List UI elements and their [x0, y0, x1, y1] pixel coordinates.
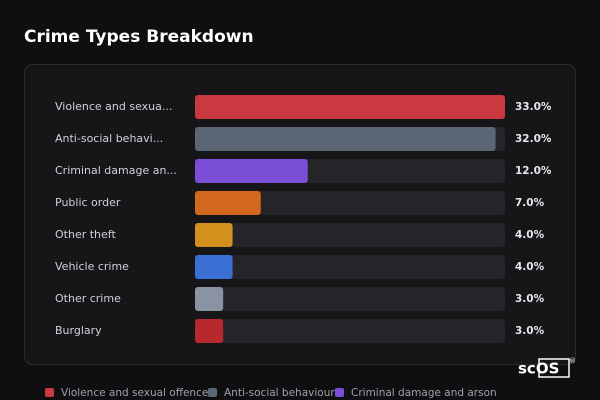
category-label: Vehicle crime	[55, 260, 129, 273]
bar	[195, 127, 496, 151]
bar-track	[195, 287, 505, 311]
category-label: Other theft	[55, 228, 116, 241]
category-label: Anti-social behavi...	[55, 132, 163, 145]
legend-label: Criminal damage and arson	[351, 387, 497, 399]
chart-title: Crime Types Breakdown	[24, 27, 254, 47]
value-label: 3.0%	[515, 293, 545, 305]
legend-label: Anti-social behaviour	[224, 387, 335, 399]
legend-swatch	[335, 388, 344, 397]
category-label: Violence and sexua...	[55, 100, 172, 113]
category-label: Criminal damage an...	[55, 164, 177, 177]
category-label: Public order	[55, 196, 121, 209]
value-label: 7.0%	[515, 197, 545, 209]
bar-track	[195, 255, 505, 279]
value-label: 12.0%	[515, 165, 552, 177]
legend-swatch	[208, 388, 217, 397]
bar	[195, 95, 505, 119]
value-label: 33.0%	[515, 101, 552, 113]
bar	[195, 319, 224, 343]
category-label: Burglary	[55, 324, 102, 337]
logo-box	[538, 358, 570, 378]
bar	[195, 191, 261, 215]
legend-label: Violence and sexual offences	[61, 387, 214, 399]
bar-track	[195, 223, 505, 247]
logo: scOS	[518, 360, 559, 378]
bar	[195, 255, 233, 279]
bar-track	[195, 191, 505, 215]
value-label: 4.0%	[515, 229, 545, 241]
category-label: Other crime	[55, 292, 121, 305]
value-label: 4.0%	[515, 261, 545, 273]
bar	[195, 287, 224, 311]
bar	[195, 223, 233, 247]
legend-swatch	[45, 388, 54, 397]
value-label: 32.0%	[515, 133, 552, 145]
bar	[195, 159, 308, 183]
logo-mark: ®	[569, 357, 576, 365]
bar-track	[195, 319, 505, 343]
value-label: 3.0%	[515, 325, 545, 337]
